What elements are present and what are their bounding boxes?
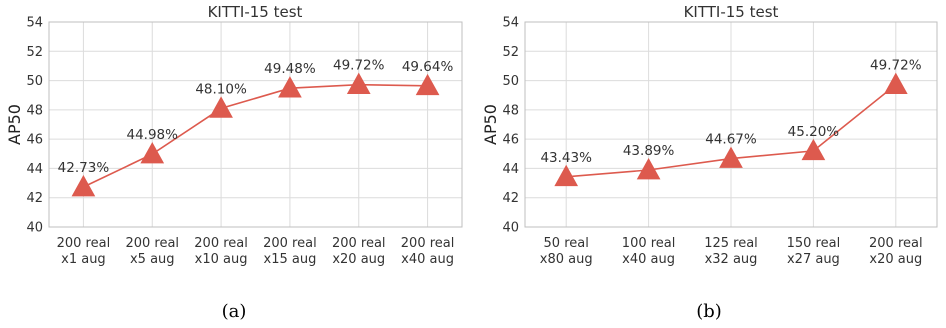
chart-1: 40 42 44 46 48 50 52 54 KITTI-15 test AP50 200 rea… [5, 3, 463, 322]
chart-1-y-tick-label: 54 [26, 16, 43, 31]
chart-2-title: KITTI-15 test [684, 3, 779, 21]
chart-1-data-point-marker [415, 73, 440, 96]
chart-2-data-point-marker [719, 146, 743, 168]
chart-2-x-tick-label: x80 aug [540, 252, 593, 267]
chart-2-y-tick-label: 46 [502, 133, 519, 148]
chart-1-title: KITTI-15 test [208, 3, 303, 21]
chart-2-data-label: 49.72% [870, 58, 922, 74]
chart-2-x-tick-label: x32 aug [705, 252, 758, 267]
chart-1-data-point-marker [346, 72, 371, 94]
chart-2-y-tick-label: 44 [502, 162, 519, 177]
chart-2-x-tick-label: x27 aug [787, 252, 840, 267]
chart-2-y-tick-label: 54 [502, 16, 519, 31]
chart-2-y-tick-label: 50 [502, 74, 519, 89]
chart-2-y-tick-label: 52 [502, 45, 519, 60]
chart-1-y-tick-label: 52 [26, 45, 43, 60]
chart-1-data-label: 49.72% [333, 58, 385, 74]
chart-1-y-tick-label: 50 [26, 74, 43, 89]
chart-2-y-tick-label: 48 [502, 103, 519, 118]
chart-2-data-point-marker [883, 72, 908, 94]
chart-1-y-tick-label: 42 [26, 191, 43, 206]
chart-1-y-tick-label: 44 [26, 162, 43, 177]
chart-1-y-tick-label: 40 [26, 221, 43, 236]
chart-1-data-point-marker [209, 96, 233, 118]
chart-2-x-tick-label: 200 real [869, 236, 923, 251]
chart-1-series-line [83, 83, 428, 188]
chart-1-data-label: 49.64% [402, 59, 454, 75]
chart-1-data-point-marker [278, 76, 302, 98]
chart-2-x-tick-label: 100 real [622, 236, 676, 251]
chart-1-data-point-marker [71, 174, 96, 197]
chart-2-x-tick-label: 125 real [704, 236, 758, 251]
chart-2-x-tick-label: 50 real [544, 236, 589, 251]
chart-1-y-axis-label: AP50 [5, 104, 24, 145]
chart-1-data-label: 42.73% [58, 160, 110, 176]
chart-2-data-point-marker [801, 138, 826, 161]
chart-2-x-tick-label: x20 aug [869, 252, 922, 267]
chart-1-x-tick-label: x5 aug [130, 252, 175, 267]
chart-2: 40 42 44 46 48 50 52 54 KITTI-15 test AP50 50 real… [481, 3, 938, 322]
chart-2-data-label: 44.67% [705, 132, 757, 148]
chart-2-plot-frame [524, 21, 938, 228]
chart-2-y-axis-label: AP50 [481, 104, 500, 145]
chart-1-x-tick-label: 200 real [57, 236, 111, 251]
chart-1-x-tick-label: 200 real [401, 236, 455, 251]
chart-2-data-label: 43.43% [540, 150, 592, 166]
chart-2-x-tick-label: 150 real [787, 236, 841, 251]
chart-2-x-tick-label: x40 aug [622, 252, 675, 267]
chart-2-data-label: 43.89% [623, 143, 675, 159]
chart-1-x-tick-label: x15 aug [264, 252, 317, 267]
chart-1-x-tick-label: x1 aug [61, 252, 106, 267]
chart-1-x-tick-label: x40 aug [401, 252, 454, 267]
chart-2-data-point-marker [554, 164, 579, 187]
chart-2-y-tick-label: 40 [502, 221, 519, 236]
chart-1-plot-frame [48, 21, 463, 228]
chart-1-y-tick-label: 48 [26, 103, 43, 118]
chart-1-x-tick-label: 200 real [194, 236, 248, 251]
chart-2-y-tick-label: 42 [502, 191, 519, 206]
chart-1-x-tick-label: x20 aug [332, 252, 385, 267]
chart-1-x-tick-label: 200 real [332, 236, 386, 251]
chart-1-x-tick-label: 200 real [263, 236, 317, 251]
chart-1-data-label: 44.98% [127, 127, 179, 143]
chart-1-x-tick-label: x10 aug [195, 252, 248, 267]
chart-2-caption: (b) [696, 301, 722, 322]
chart-1-data-point-marker [140, 142, 165, 164]
chart-1-x-tick-label: 200 real [125, 236, 179, 251]
chart-1-y-tick-label: 46 [26, 133, 43, 148]
chart-2-data-point-marker [636, 158, 661, 180]
chart-1-data-label: 49.48% [264, 61, 316, 77]
chart-2-data-label: 45.20% [788, 124, 840, 140]
chart-1-caption: (a) [222, 301, 247, 322]
chart-1-data-label: 48.10% [195, 81, 247, 97]
